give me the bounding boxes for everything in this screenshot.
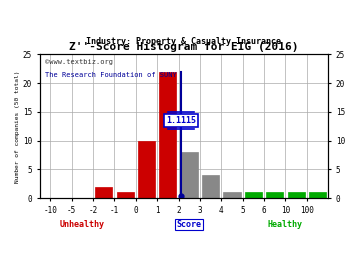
Bar — [245, 193, 262, 198]
Title: Z''-Score Histogram for EIG (2016): Z''-Score Histogram for EIG (2016) — [69, 42, 299, 52]
Text: Score: Score — [177, 220, 202, 229]
Bar — [266, 193, 283, 198]
Text: ©www.textbiz.org: ©www.textbiz.org — [45, 59, 113, 65]
Y-axis label: Number of companies (50 total): Number of companies (50 total) — [15, 70, 20, 183]
Bar — [95, 187, 112, 198]
Text: 1.1115: 1.1115 — [166, 116, 196, 125]
Bar — [117, 193, 134, 198]
Bar — [288, 193, 305, 198]
Bar — [224, 193, 240, 198]
Bar — [309, 193, 326, 198]
Text: Unhealthy: Unhealthy — [60, 220, 105, 229]
Bar — [138, 141, 155, 198]
Text: Industry: Property & Casualty Insurance: Industry: Property & Casualty Insurance — [86, 38, 282, 46]
Bar — [181, 152, 198, 198]
Text: The Research Foundation of SUNY: The Research Foundation of SUNY — [45, 72, 177, 77]
Bar — [202, 175, 219, 198]
Bar — [159, 72, 176, 198]
Text: Healthy: Healthy — [268, 220, 303, 229]
